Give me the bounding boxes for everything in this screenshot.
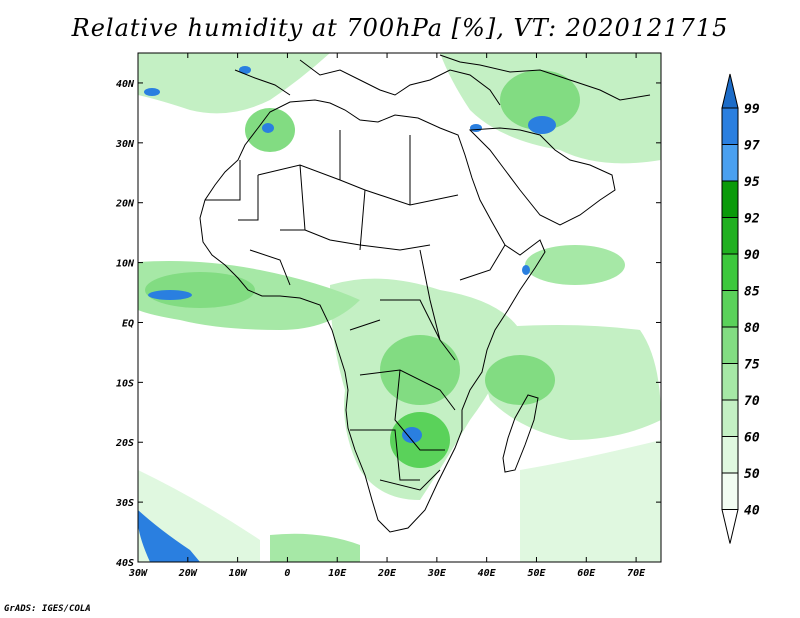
colorbar-label: 80 [744, 321, 760, 336]
lon-tick-label: 60E [577, 568, 596, 579]
map-title: Relative humidity at 700hPa [%], VT: 202… [71, 14, 729, 42]
colorbar-label: 95 [744, 175, 760, 190]
colorbar-segment [721, 363, 739, 401]
lon-tick-label: 10E [328, 568, 347, 579]
colorbar-segment [721, 399, 739, 437]
lon-tick-label: 70E [627, 568, 646, 579]
saturated-spot-eastern-med [239, 66, 251, 74]
humid-region-south-ocean [270, 533, 360, 562]
humid-core-congo [380, 335, 460, 405]
colorbar-label: 60 [744, 431, 760, 446]
saturated-spot-horn [522, 265, 530, 275]
lon-tick-label: 10W [229, 568, 248, 579]
lat-tick-label: 20S [115, 438, 134, 449]
saturated-spot-atlas [262, 123, 274, 133]
humid-region-north-med [138, 53, 330, 114]
lon-tick-label: 50E [527, 568, 546, 579]
lat-tick-label: 40N [116, 79, 135, 90]
africa-coastline [199, 99, 546, 533]
lon-tick-label: 0 [284, 568, 290, 579]
saturated-spot-levant [470, 124, 482, 132]
axes: 30W 20W 10W 0 10E 20E 30E 40E 50E 60E 70E 40N 30N 20N… [115, 53, 661, 579]
europe-coastline [234, 54, 651, 106]
lon-tick-label: 30E [427, 568, 447, 579]
saturated-band-south-atlantic [138, 510, 200, 562]
lon-tick-label: 30W [128, 568, 148, 579]
humidity-field [138, 53, 661, 562]
colorbar-segment [721, 180, 739, 218]
colorbar-label: 99 [744, 102, 760, 117]
lat-tick-label: 30N [115, 139, 135, 150]
colorbar-segment [721, 253, 739, 291]
arabian-coastline [468, 127, 616, 226]
colorbar-label: 50 [744, 467, 760, 482]
colorbar-label: 92 [744, 212, 760, 227]
colorbar-label: 90 [744, 248, 760, 263]
colorbar-segment [721, 144, 739, 182]
lat-tick-label: 10N [116, 259, 135, 270]
saturated-spot-atlantic [148, 290, 192, 300]
colorbar-label: 97 [744, 139, 760, 154]
lat-tick-label: 40S [116, 558, 134, 569]
colorbar-segment [721, 436, 739, 474]
madagascar-coastline [502, 394, 539, 473]
lat-tick-label: 10S [116, 378, 134, 389]
lat-tick-label: 20N [115, 199, 135, 210]
colorbar: 99 97 95 92 90 85 80 75 70 60 50 40 [721, 73, 760, 544]
humid-core-west-africa [145, 272, 255, 308]
lat-tick-label: EQ [122, 318, 134, 329]
humid-region-east-ocean [520, 440, 661, 562]
colorbar-label: 40 [744, 504, 760, 519]
colorbar-label: 75 [744, 358, 760, 373]
coastlines [199, 54, 651, 533]
lon-tick-label: 20E [377, 568, 397, 579]
colorbar-segment [721, 326, 739, 364]
colorbar-segment [721, 107, 739, 145]
humid-region-southeast [470, 325, 661, 440]
colorbar-top-arrow [721, 73, 739, 109]
colorbar-segment [721, 472, 739, 510]
saturated-spot-madeira [144, 88, 160, 96]
humid-core-zambia [390, 412, 450, 468]
international-borders [205, 130, 506, 491]
lon-tick-label: 40E [478, 568, 497, 579]
humid-core-turkey [500, 70, 580, 130]
humid-core-arabia [525, 245, 625, 285]
humid-core-mozambique-channel [485, 355, 555, 405]
colorbar-segment [721, 217, 739, 255]
lon-tick-label: 20W [178, 568, 198, 579]
colorbar-bottom-arrow [721, 509, 739, 544]
colorbar-label: 85 [744, 285, 760, 300]
saturated-spot-iran [528, 116, 556, 134]
plot-frame [137, 52, 662, 563]
lat-tick-label: 30S [115, 498, 134, 509]
colorbar-segment [721, 290, 739, 328]
colorbar-label: 70 [744, 394, 760, 409]
grads-credit: GrADS: IGES/COLA [4, 604, 91, 614]
saturated-spot-zambia [402, 427, 422, 443]
